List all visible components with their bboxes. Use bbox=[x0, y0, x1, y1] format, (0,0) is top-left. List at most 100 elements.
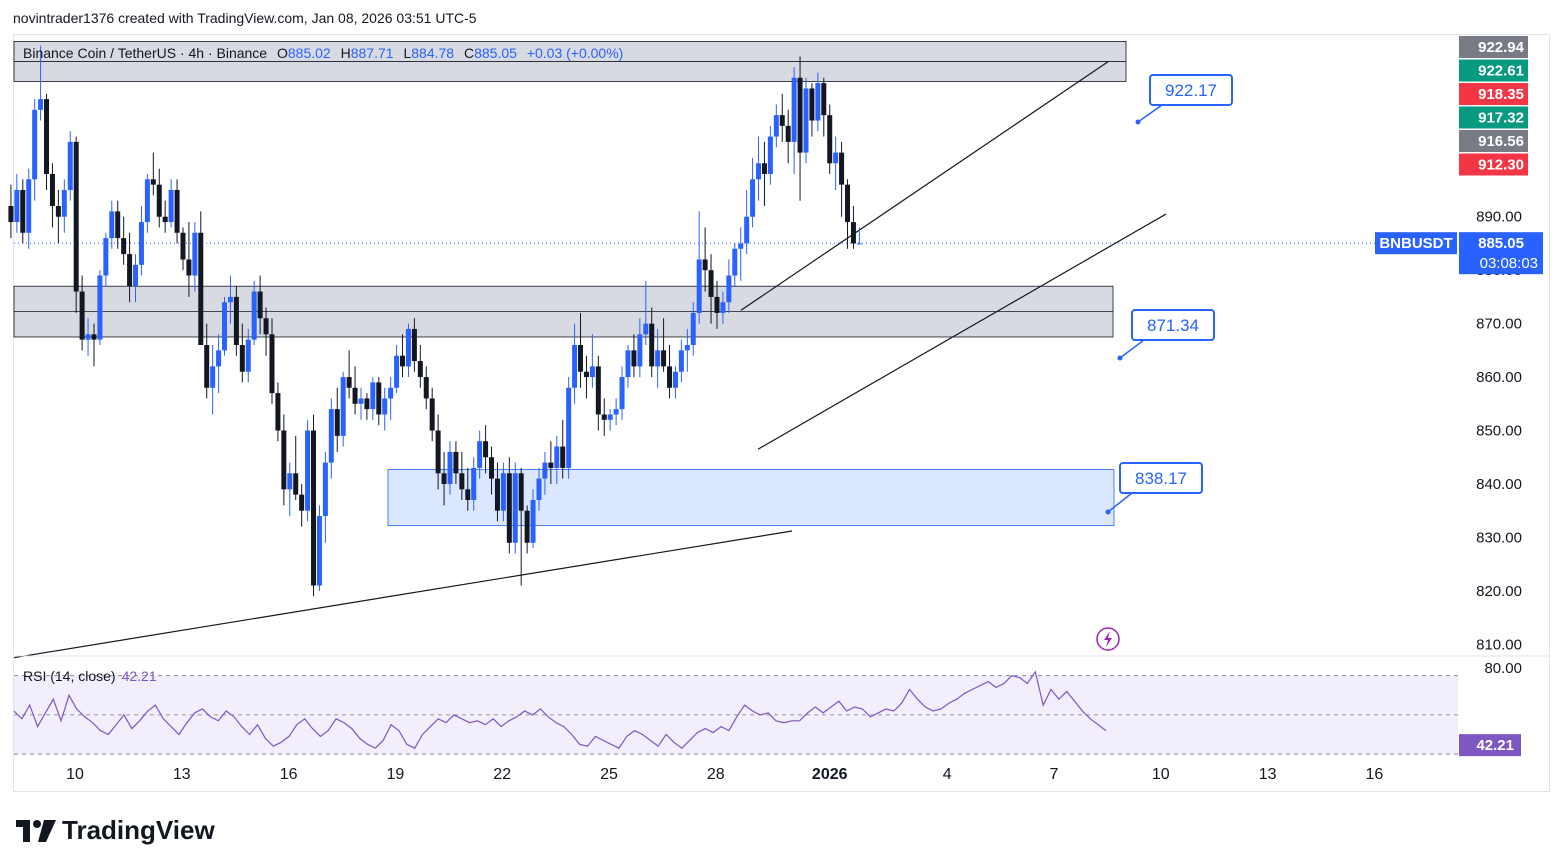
candle-body bbox=[773, 115, 779, 137]
candle bbox=[97, 270, 103, 345]
candle bbox=[839, 141, 845, 217]
candle-body bbox=[32, 109, 38, 180]
candle bbox=[423, 366, 429, 410]
price-tag-bg bbox=[1459, 130, 1528, 152]
candle bbox=[477, 430, 483, 479]
candle bbox=[761, 141, 767, 207]
candle bbox=[192, 222, 198, 292]
candle-body bbox=[625, 350, 631, 378]
rsi-value-tag: 42.21 bbox=[1459, 734, 1521, 757]
last-price-bg bbox=[1459, 232, 1543, 275]
price-tick-label: 860.00 bbox=[1476, 369, 1522, 386]
candle bbox=[334, 387, 340, 452]
candle bbox=[833, 136, 839, 190]
candle-body bbox=[554, 446, 560, 468]
candle-body bbox=[589, 366, 595, 378]
price-callout: 838.17 bbox=[1105, 462, 1203, 515]
callout-box bbox=[1149, 74, 1233, 106]
chart-frame bbox=[13, 34, 1550, 792]
candle-body bbox=[245, 339, 251, 372]
candle bbox=[595, 355, 601, 431]
candle-body bbox=[672, 371, 678, 388]
candle bbox=[316, 505, 322, 591]
candle-body bbox=[168, 190, 174, 223]
candle bbox=[257, 275, 263, 335]
candle bbox=[44, 93, 50, 190]
time-tick-label: 19 bbox=[387, 766, 405, 783]
candle-body bbox=[251, 291, 257, 340]
candle bbox=[322, 451, 328, 543]
candle bbox=[827, 104, 833, 174]
trendline bbox=[13, 530, 793, 659]
rsi-legend[interactable]: RSI (14, close) 42.21 bbox=[23, 668, 157, 684]
candle-body bbox=[127, 254, 133, 287]
candle bbox=[388, 377, 394, 420]
candle bbox=[222, 296, 228, 356]
candle-body bbox=[791, 77, 797, 142]
candles bbox=[8, 45, 862, 597]
candle bbox=[720, 291, 726, 324]
price-tick-label: 820.00 bbox=[1476, 583, 1522, 600]
lightning-icon bbox=[1104, 631, 1112, 647]
price-tag-bg bbox=[1459, 153, 1528, 176]
candle-body bbox=[8, 206, 14, 223]
candle-body bbox=[352, 387, 358, 404]
candle bbox=[91, 323, 97, 367]
candle-body bbox=[542, 462, 548, 479]
candle bbox=[572, 323, 578, 404]
price-tag-label: 917.32 bbox=[1478, 110, 1524, 127]
time-tick-label: 16 bbox=[1366, 766, 1384, 783]
candle bbox=[548, 441, 554, 484]
candle bbox=[417, 345, 423, 388]
candle-body bbox=[180, 232, 186, 260]
candle bbox=[245, 328, 251, 383]
candle-body bbox=[305, 430, 311, 511]
candle bbox=[109, 200, 115, 249]
candle bbox=[637, 318, 643, 378]
candle bbox=[601, 398, 607, 436]
candle-body bbox=[257, 291, 263, 319]
candle-body bbox=[20, 190, 26, 233]
candle-body bbox=[263, 318, 269, 335]
candle bbox=[465, 467, 471, 511]
candle bbox=[305, 419, 311, 522]
candle-body bbox=[364, 398, 370, 410]
candle-body bbox=[97, 275, 103, 340]
candle-body bbox=[405, 328, 411, 367]
candle-body bbox=[619, 377, 625, 410]
candle-body bbox=[708, 270, 714, 297]
candle bbox=[186, 222, 192, 297]
symbol-description[interactable]: Binance Coin / TetherUS · 4h · Binance bbox=[23, 45, 268, 61]
candle-body bbox=[447, 451, 453, 484]
candle-body bbox=[560, 446, 566, 468]
candle bbox=[530, 489, 536, 549]
candle bbox=[797, 56, 803, 201]
price-tick-label: 810.00 bbox=[1476, 636, 1522, 653]
candle-body bbox=[738, 243, 744, 249]
price-tag-bg bbox=[1459, 106, 1528, 129]
candle bbox=[631, 334, 637, 378]
candle-body bbox=[578, 345, 584, 372]
candle bbox=[845, 179, 851, 249]
time-tick-label: 22 bbox=[493, 766, 511, 783]
candle-body bbox=[524, 510, 530, 543]
countdown-label: 03:08:03 bbox=[1480, 255, 1538, 272]
trendline bbox=[740, 61, 1109, 311]
candle-body bbox=[477, 441, 483, 468]
candle bbox=[156, 168, 162, 228]
price-tag-bg bbox=[1459, 83, 1528, 105]
candle bbox=[471, 457, 477, 511]
candle bbox=[32, 99, 38, 201]
candle-body bbox=[815, 83, 821, 121]
candle-body bbox=[174, 190, 180, 233]
alert-icon[interactable] bbox=[1096, 627, 1120, 651]
candle-body bbox=[512, 473, 518, 543]
tradingview-logo[interactable]: TradingView bbox=[16, 815, 215, 846]
candle bbox=[856, 227, 862, 245]
candle-body bbox=[79, 291, 85, 340]
price-tag: 916.56 bbox=[1459, 130, 1528, 152]
candle bbox=[115, 200, 121, 249]
candle bbox=[287, 462, 293, 517]
last-price-tag: BNBUSDT 885.05 03:08:03 bbox=[1375, 232, 1543, 275]
